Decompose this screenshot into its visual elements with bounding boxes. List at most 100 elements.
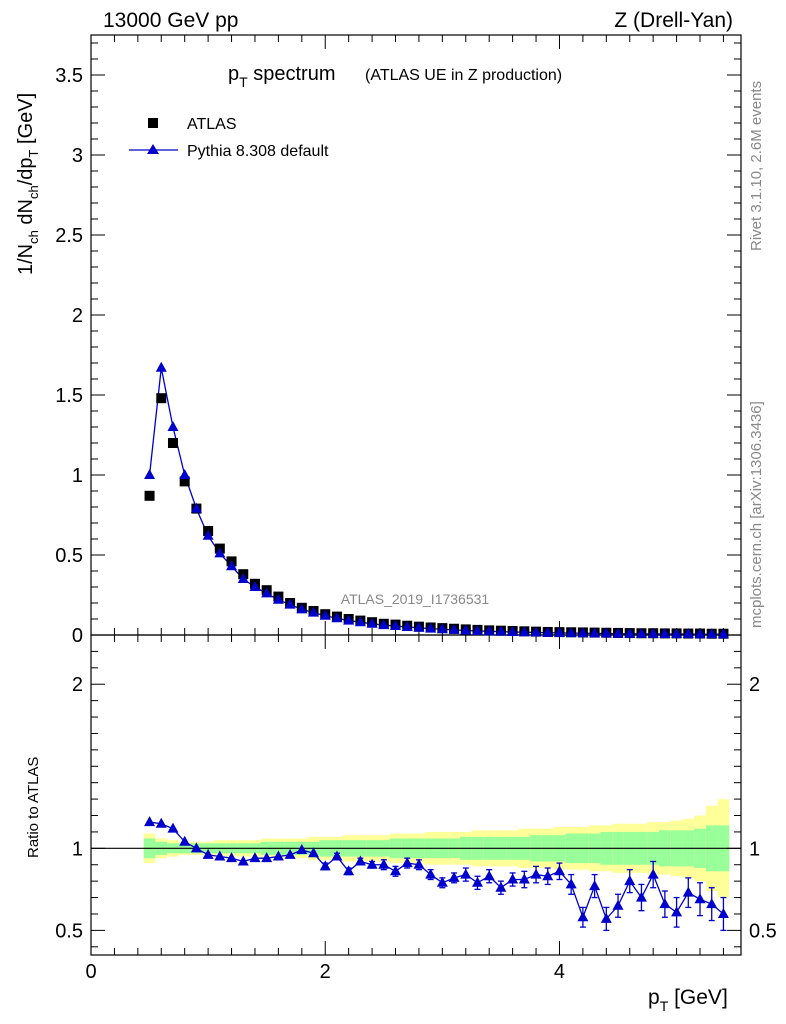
- title-sub: T: [239, 74, 248, 90]
- tick-label: 0: [85, 961, 96, 983]
- tick-label: 1: [72, 838, 83, 860]
- tick-label: 0.5: [55, 920, 83, 942]
- pythia-point: [296, 603, 308, 614]
- x-axis-label: pT [GeV]: [648, 986, 728, 1014]
- pythia-point: [214, 547, 226, 558]
- ratio-point: [237, 855, 249, 866]
- ratio-point: [144, 816, 156, 827]
- ratio-point: [390, 865, 402, 876]
- pythia-point: [413, 621, 425, 632]
- pythia-point: [565, 627, 577, 638]
- pythia-point: [518, 626, 530, 637]
- ratio-point: [507, 873, 519, 884]
- ratio-point: [483, 870, 495, 881]
- pythia-point: [647, 627, 659, 638]
- ratio-point: [190, 842, 202, 853]
- ratio-point: [319, 860, 331, 871]
- atlas-point: [167, 438, 178, 448]
- ratio-point: [706, 898, 718, 909]
- title-main: p: [228, 63, 239, 85]
- ratio-point: [413, 858, 425, 869]
- rivet-label: Rivet 3.1.10, 2.6M events: [748, 81, 765, 251]
- ratio-point: [155, 817, 167, 828]
- legend-atlas-marker: [148, 118, 158, 128]
- data-marks: [144, 361, 729, 932]
- ratio-point: [495, 881, 507, 892]
- ratio-panel-frame: [90, 634, 742, 956]
- tick-label: 4: [554, 961, 565, 983]
- ratio-point: [553, 865, 565, 876]
- y-axis-label-bottom: Ratio to ATLAS: [25, 757, 42, 858]
- pythia-point: [144, 469, 156, 479]
- ratio-point: [717, 907, 729, 918]
- pythia-point: [354, 616, 366, 627]
- tick-label: 0.5: [55, 545, 83, 567]
- pythia-point: [284, 598, 296, 609]
- atlas-point: [156, 393, 167, 404]
- pythia-point: [378, 619, 390, 630]
- atlas-point: [179, 476, 190, 487]
- ratio-point: [425, 868, 437, 879]
- pythia-point: [272, 593, 284, 604]
- y-axis-label-top: 1/Nch dNch/dpT [GeV]: [15, 93, 41, 275]
- pythia-point: [401, 621, 413, 631]
- chart-title: pT spectrum: [228, 63, 336, 90]
- pythia-point: [202, 529, 214, 540]
- ratio-point: [366, 858, 378, 869]
- pythia-point: [589, 627, 601, 638]
- pythia-point: [694, 628, 706, 639]
- pythia-point: [612, 627, 624, 638]
- ratio-point: [671, 906, 683, 917]
- plot-frames: [90, 34, 742, 956]
- ratio-point: [460, 868, 472, 879]
- ratio-point: [401, 857, 413, 868]
- pythia-point: [366, 617, 378, 628]
- tick-label: 3.5: [55, 65, 83, 87]
- ratio-point: [202, 848, 214, 859]
- pythia-point: [179, 469, 191, 479]
- ratio-point: [635, 891, 647, 902]
- ratio-point: [296, 843, 308, 854]
- pythia-point: [319, 609, 331, 620]
- ratio-point: [694, 893, 706, 904]
- ratio-point: [343, 865, 355, 876]
- ratio-point: [659, 898, 671, 909]
- pythia-point: [237, 573, 249, 583]
- ratio-point: [308, 847, 320, 858]
- pythia-point: [448, 623, 460, 634]
- legend: ATLAS Pythia 8.308 default: [129, 116, 329, 160]
- pythia-point: [530, 626, 542, 637]
- analysis-watermark: ATLAS_2019_I1736531: [341, 591, 490, 607]
- ratio-point: [577, 911, 589, 922]
- ratio-point: [518, 873, 530, 884]
- pythia-point: [682, 628, 694, 639]
- pythia-point: [717, 628, 729, 639]
- pythia-point: [624, 627, 636, 638]
- tick-label: 3: [72, 145, 83, 167]
- ratio-point: [542, 870, 554, 881]
- tick-label: 1: [749, 838, 760, 860]
- mcplots-label: mcplots.cern.ch [arXiv:1306.3436]: [748, 401, 765, 628]
- ratio-point: [331, 850, 343, 861]
- ratio-point: [448, 871, 460, 882]
- tick-label: 2: [320, 961, 331, 983]
- tick-label: 1: [72, 465, 83, 487]
- tick-label: 0: [72, 625, 83, 647]
- pythia-point: [190, 502, 202, 513]
- pythia-point: [507, 625, 519, 636]
- atlas-point: [144, 490, 155, 501]
- process-label: Z (Drell-Yan): [614, 9, 733, 32]
- ratio-point: [214, 850, 226, 861]
- tick-label: 2: [749, 674, 760, 696]
- pythia-point: [495, 625, 507, 636]
- ratio-point: [589, 880, 601, 891]
- tick-label: 2: [72, 674, 83, 696]
- pythia-point: [226, 560, 238, 571]
- ratio-point: [471, 876, 483, 887]
- pythia-point: [542, 626, 554, 637]
- tick-label: 1.5: [55, 385, 83, 407]
- pythia-point: [659, 628, 671, 639]
- tick-label: 2.5: [55, 225, 83, 247]
- ratio-point: [612, 899, 624, 910]
